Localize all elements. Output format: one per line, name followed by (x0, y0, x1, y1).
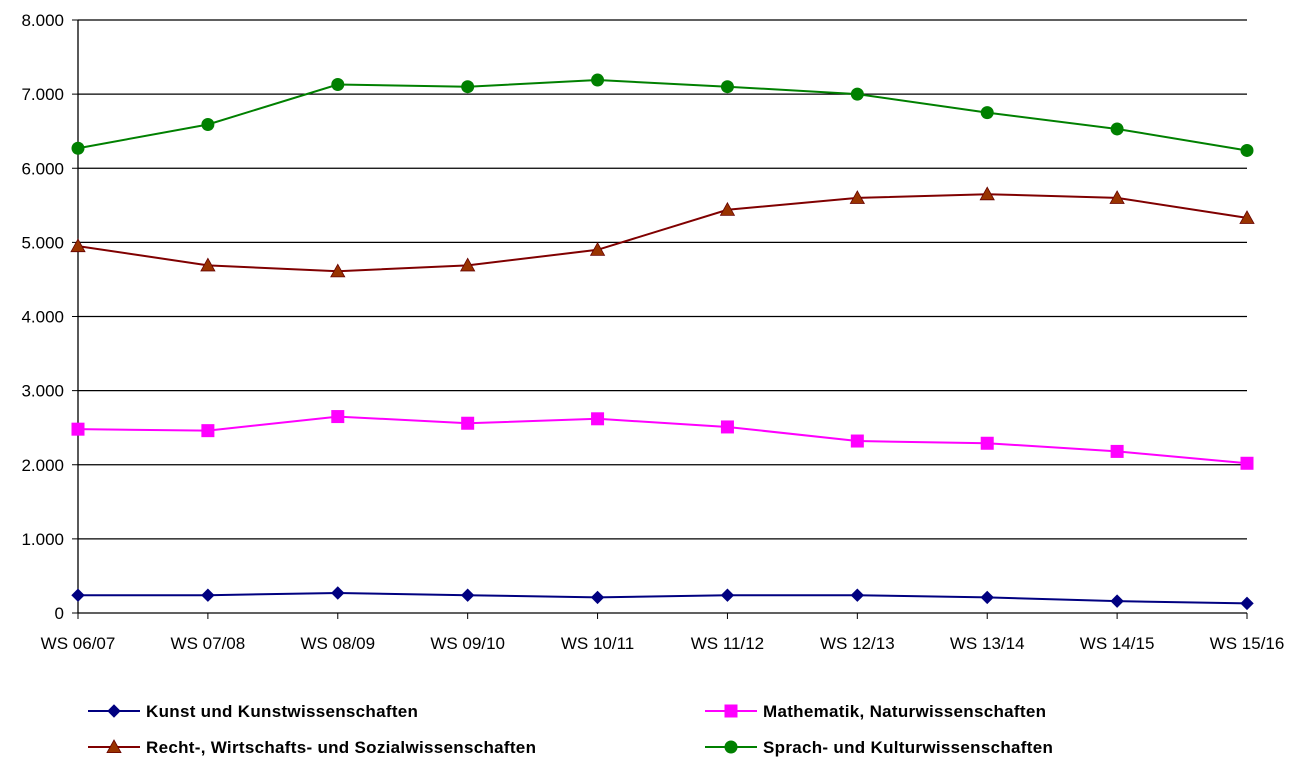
data-point (71, 141, 85, 155)
legend-marker (724, 740, 738, 754)
series-line (77, 193, 1248, 273)
data-point (980, 106, 994, 120)
legend-item-2: Recht-, Wirtschafts- und Sozialwissensch… (88, 738, 536, 757)
data-point (1110, 594, 1124, 608)
data-point (980, 590, 994, 605)
data-point (200, 257, 216, 272)
y-tick-label: 7.000 (21, 85, 64, 104)
data-point (331, 77, 345, 91)
data-point (1240, 143, 1254, 157)
legend-label: Sprach- und Kulturwissenschaften (763, 738, 1053, 757)
data-point (1110, 122, 1124, 136)
series-2 (70, 186, 1255, 278)
series-line (77, 415, 1248, 465)
data-point (71, 422, 85, 436)
data-point (201, 588, 215, 602)
y-tick-label: 2.000 (21, 456, 64, 475)
legend-item-3: Sprach- und Kulturwissenschaften (705, 738, 1053, 757)
x-axis: WS 06/07 WS 07/08 WS 08/09 WS 09/10 WS 10/11… (41, 612, 1285, 653)
legend-item-1: Mathematik, Naturwissenschaften (705, 702, 1046, 721)
data-point (1240, 456, 1254, 470)
data-point (589, 241, 606, 256)
series-3 (71, 73, 1254, 157)
data-point (1109, 190, 1125, 204)
x-tick-label: WS 07/08 (171, 634, 246, 653)
x-tick-label: WS 11/12 (691, 634, 764, 653)
legend: Kunst und Kunstwissenschaften Mathematik,… (88, 702, 1053, 757)
y-tick-label: 1.000 (21, 530, 64, 549)
data-point (1240, 596, 1254, 611)
grid-lines (78, 19, 1247, 540)
data-point (850, 434, 864, 448)
data-point (330, 263, 346, 278)
legend-marker (107, 704, 121, 718)
series-line (77, 79, 1248, 152)
y-tick-label: 8.000 (21, 11, 64, 30)
series-0 (71, 586, 1254, 611)
x-tick-label: WS 14/15 (1080, 634, 1155, 653)
x-tick-label: WS 08/09 (300, 634, 375, 653)
data-point (980, 436, 994, 450)
y-tick-label: 4.000 (21, 308, 64, 327)
data-point (461, 416, 475, 430)
legend-item-0: Kunst und Kunstwissenschaften (88, 702, 418, 721)
data-point (591, 412, 605, 426)
x-tick-label: WS 06/07 (41, 634, 116, 653)
x-tick-label: WS 15/16 (1210, 634, 1285, 653)
y-tick-label: 0 (55, 604, 64, 623)
data-point (979, 186, 995, 201)
x-tick-label: WS 13/14 (950, 634, 1025, 653)
data-point (331, 586, 345, 600)
y-tick-label: 3.000 (21, 382, 64, 401)
data-point (1110, 444, 1124, 458)
data-point (70, 238, 86, 253)
y-axis: 0 1.000 2.000 3.000 4.000 5.000 6.000 7.000 8.00… (21, 11, 79, 623)
y-tick-label: 6.000 (21, 159, 64, 178)
data-point (460, 588, 475, 602)
data-point (719, 201, 736, 216)
legend-label: Kunst und Kunstwissenschaften (146, 702, 418, 721)
series-line (78, 591, 1248, 605)
data-point (850, 588, 865, 602)
x-tick-label: WS 12/13 (820, 634, 895, 653)
data-point (590, 590, 605, 605)
data-point (720, 80, 734, 94)
legend-label: Mathematik, Naturwissenschaften (763, 702, 1046, 721)
data-point (201, 424, 215, 438)
series-group (70, 73, 1255, 611)
y-tick-label: 5.000 (21, 233, 64, 252)
data-point (71, 588, 85, 602)
data-point (201, 118, 215, 132)
data-point (459, 257, 476, 272)
data-point (849, 190, 866, 204)
legend-label: Recht-, Wirtschafts- und Sozialwissensch… (146, 738, 536, 757)
data-point (331, 410, 345, 424)
data-point (461, 80, 475, 94)
legend-marker (106, 739, 122, 753)
data-point (850, 87, 864, 101)
data-point (1239, 210, 1255, 224)
data-point (591, 73, 605, 87)
data-point (720, 588, 735, 602)
data-point (720, 420, 734, 434)
x-tick-label: WS 09/10 (430, 634, 505, 653)
legend-marker (724, 704, 738, 718)
x-tick-label: WS 10/11 (561, 634, 634, 653)
series-1 (71, 410, 1254, 470)
